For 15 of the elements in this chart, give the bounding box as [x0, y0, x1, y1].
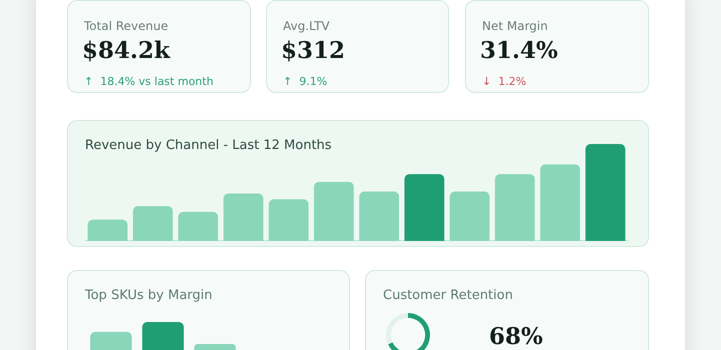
- bar: [404, 174, 444, 241]
- text: $312: [281, 37, 346, 64]
- chart-title: Customer Retention: [383, 288, 513, 303]
- text: ↑ 18.4% vs last month: [84, 75, 214, 88]
- text: ↑ 9.1%: [283, 75, 328, 88]
- text: 31.4%: [480, 37, 558, 64]
- chart-title: Revenue by Channel - Last 12 Months: [85, 138, 332, 153]
- text: 68%: [489, 323, 543, 350]
- text: Total Revenue: [84, 19, 168, 33]
- text: ↓ 1.2%: [482, 75, 526, 88]
- bar: [585, 144, 626, 241]
- text: Net Margin: [482, 19, 548, 33]
- text: Avg.LTV: [283, 19, 330, 33]
- text: $84.2k: [82, 37, 170, 64]
- chart-title: Top SKUs by Margin: [85, 288, 212, 303]
